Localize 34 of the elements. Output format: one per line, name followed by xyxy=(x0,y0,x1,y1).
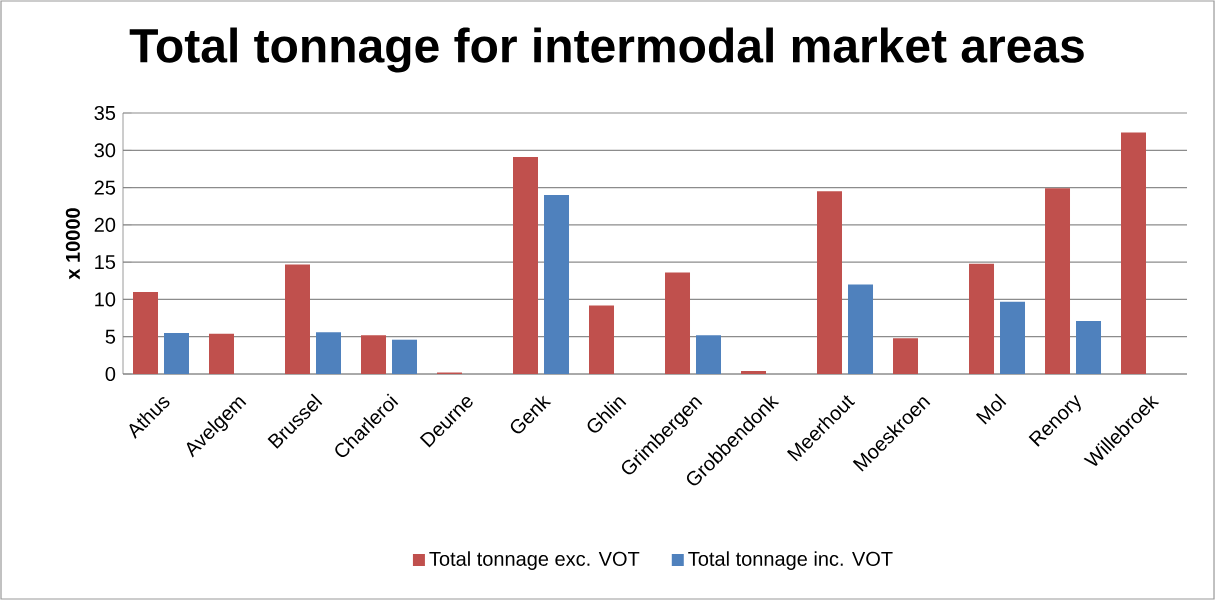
bar xyxy=(285,264,310,375)
bar xyxy=(817,191,842,375)
bar xyxy=(848,284,874,375)
bar xyxy=(1076,321,1102,375)
bar xyxy=(361,335,387,375)
y-axis-title: x 10000 xyxy=(65,208,80,280)
bar xyxy=(665,272,691,375)
y-tick-label: 15 xyxy=(95,255,116,270)
bar xyxy=(392,339,417,375)
y-tick-label: 20 xyxy=(94,217,116,232)
chart-title: Total tonnage for intermodal market areas xyxy=(129,27,1084,73)
bar xyxy=(893,338,919,375)
bar xyxy=(1121,132,1147,375)
y-tick-label: 10 xyxy=(95,292,116,307)
x-tick-label: Mol xyxy=(975,393,1007,425)
bar xyxy=(589,305,615,375)
y-tick-label: 25 xyxy=(94,180,116,195)
bar xyxy=(1045,188,1071,375)
bar xyxy=(1000,301,1026,375)
legend-label: Total tonnage exc. VOT xyxy=(429,551,640,570)
y-tick-label: 35 xyxy=(94,105,116,121)
y-tick-label: 0 xyxy=(105,366,116,382)
bar xyxy=(741,371,767,375)
bar xyxy=(133,291,159,375)
bar xyxy=(696,335,722,375)
bar xyxy=(969,263,995,375)
legend-label: Total tonnage inc. VOT xyxy=(688,551,893,570)
bar xyxy=(544,195,570,375)
bar xyxy=(316,332,341,375)
bar xyxy=(164,332,189,375)
y-tick-label: 5 xyxy=(105,329,116,344)
y-tick-label: 30 xyxy=(94,143,116,158)
bar xyxy=(513,157,538,375)
bar xyxy=(209,333,234,375)
